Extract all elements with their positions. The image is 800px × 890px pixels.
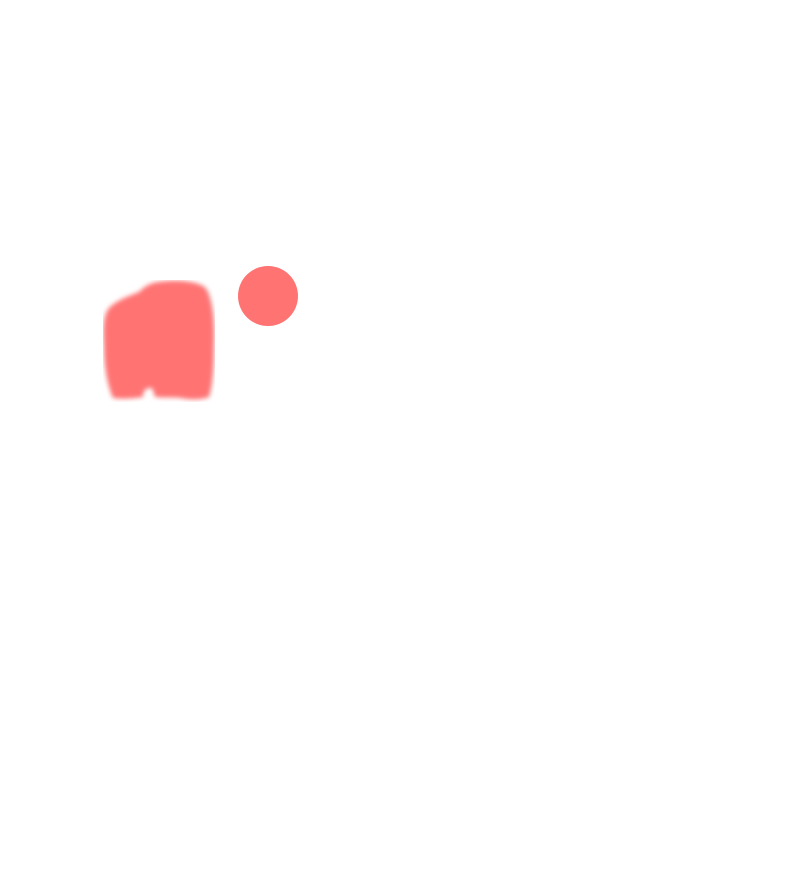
painted-dot xyxy=(238,266,298,326)
painted-blob xyxy=(103,280,215,400)
